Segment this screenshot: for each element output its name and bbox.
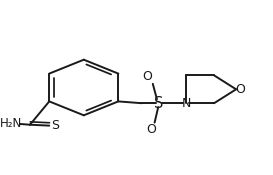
Text: O: O	[235, 83, 245, 96]
Text: H₂N: H₂N	[0, 117, 22, 130]
Text: N: N	[181, 97, 191, 110]
Text: S: S	[51, 119, 59, 132]
Text: O: O	[142, 70, 152, 83]
Text: S: S	[154, 96, 164, 111]
Text: O: O	[146, 123, 156, 136]
